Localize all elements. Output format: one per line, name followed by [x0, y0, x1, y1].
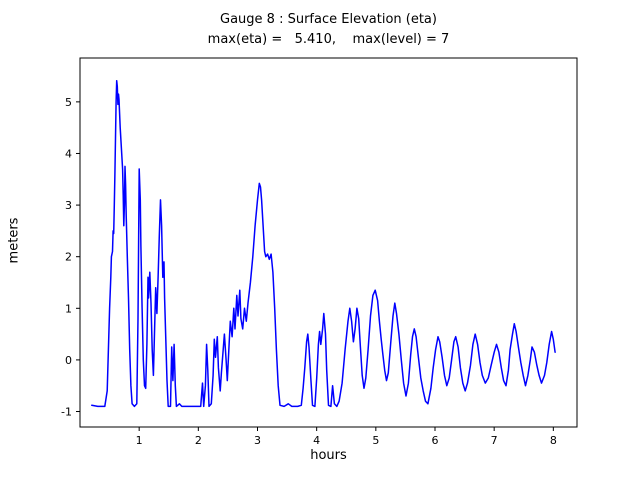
y-tick-label: -1: [61, 406, 72, 419]
chart-title: Gauge 8 : Surface Elevation (eta): [220, 12, 437, 27]
plot-border: [79, 57, 578, 428]
data-line-eta: [91, 79, 556, 408]
y-tick-label: 1: [65, 302, 72, 315]
x-tick-label: 6: [432, 434, 439, 447]
x-tick-label: 5: [372, 434, 379, 447]
y-tick-label: 4: [65, 147, 72, 160]
y-tick-label: 5: [65, 96, 72, 109]
y-tick-label: 0: [65, 354, 72, 367]
x-tick-label: 2: [195, 434, 202, 447]
x-tick-label: 8: [550, 434, 557, 447]
y-axis-label: meters: [6, 217, 22, 264]
x-tick-label: 3: [254, 434, 261, 447]
x-axis-label: hours: [310, 448, 347, 463]
chart-title-block: Gauge 8 : Surface Elevation (eta) max(et…: [80, 10, 577, 50]
x-tick-label: 7: [491, 434, 498, 447]
x-tick-label: 4: [313, 434, 320, 447]
y-tick-label: 2: [65, 251, 72, 264]
y-tick-label: 3: [65, 199, 72, 212]
chart-subtitle: max(eta) = 5.410, max(level) = 7: [207, 32, 450, 47]
x-tick-label: 1: [136, 434, 143, 447]
